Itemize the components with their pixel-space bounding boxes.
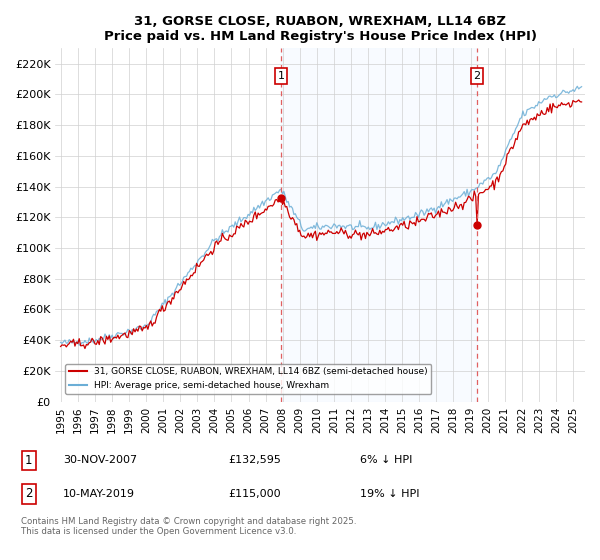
Text: Contains HM Land Registry data © Crown copyright and database right 2025.
This d: Contains HM Land Registry data © Crown c… [21, 517, 356, 536]
Text: 19% ↓ HPI: 19% ↓ HPI [360, 489, 419, 499]
Legend: 31, GORSE CLOSE, RUABON, WREXHAM, LL14 6BZ (semi-detached house), HPI: Average p: 31, GORSE CLOSE, RUABON, WREXHAM, LL14 6… [65, 364, 431, 394]
Bar [281, 48, 477, 402]
Text: 6% ↓ HPI: 6% ↓ HPI [360, 455, 412, 465]
Text: 1: 1 [25, 454, 32, 467]
Text: 2: 2 [473, 71, 481, 81]
Text: 30-NOV-2007: 30-NOV-2007 [63, 455, 137, 465]
Text: 2: 2 [25, 487, 32, 501]
Title: 31, GORSE CLOSE, RUABON, WREXHAM, LL14 6BZ
Price paid vs. HM Land Registry's Hou: 31, GORSE CLOSE, RUABON, WREXHAM, LL14 6… [104, 15, 537, 43]
Text: 10-MAY-2019: 10-MAY-2019 [63, 489, 135, 499]
Text: £115,000: £115,000 [228, 489, 281, 499]
Text: £132,595: £132,595 [228, 455, 281, 465]
Text: 1: 1 [277, 71, 284, 81]
